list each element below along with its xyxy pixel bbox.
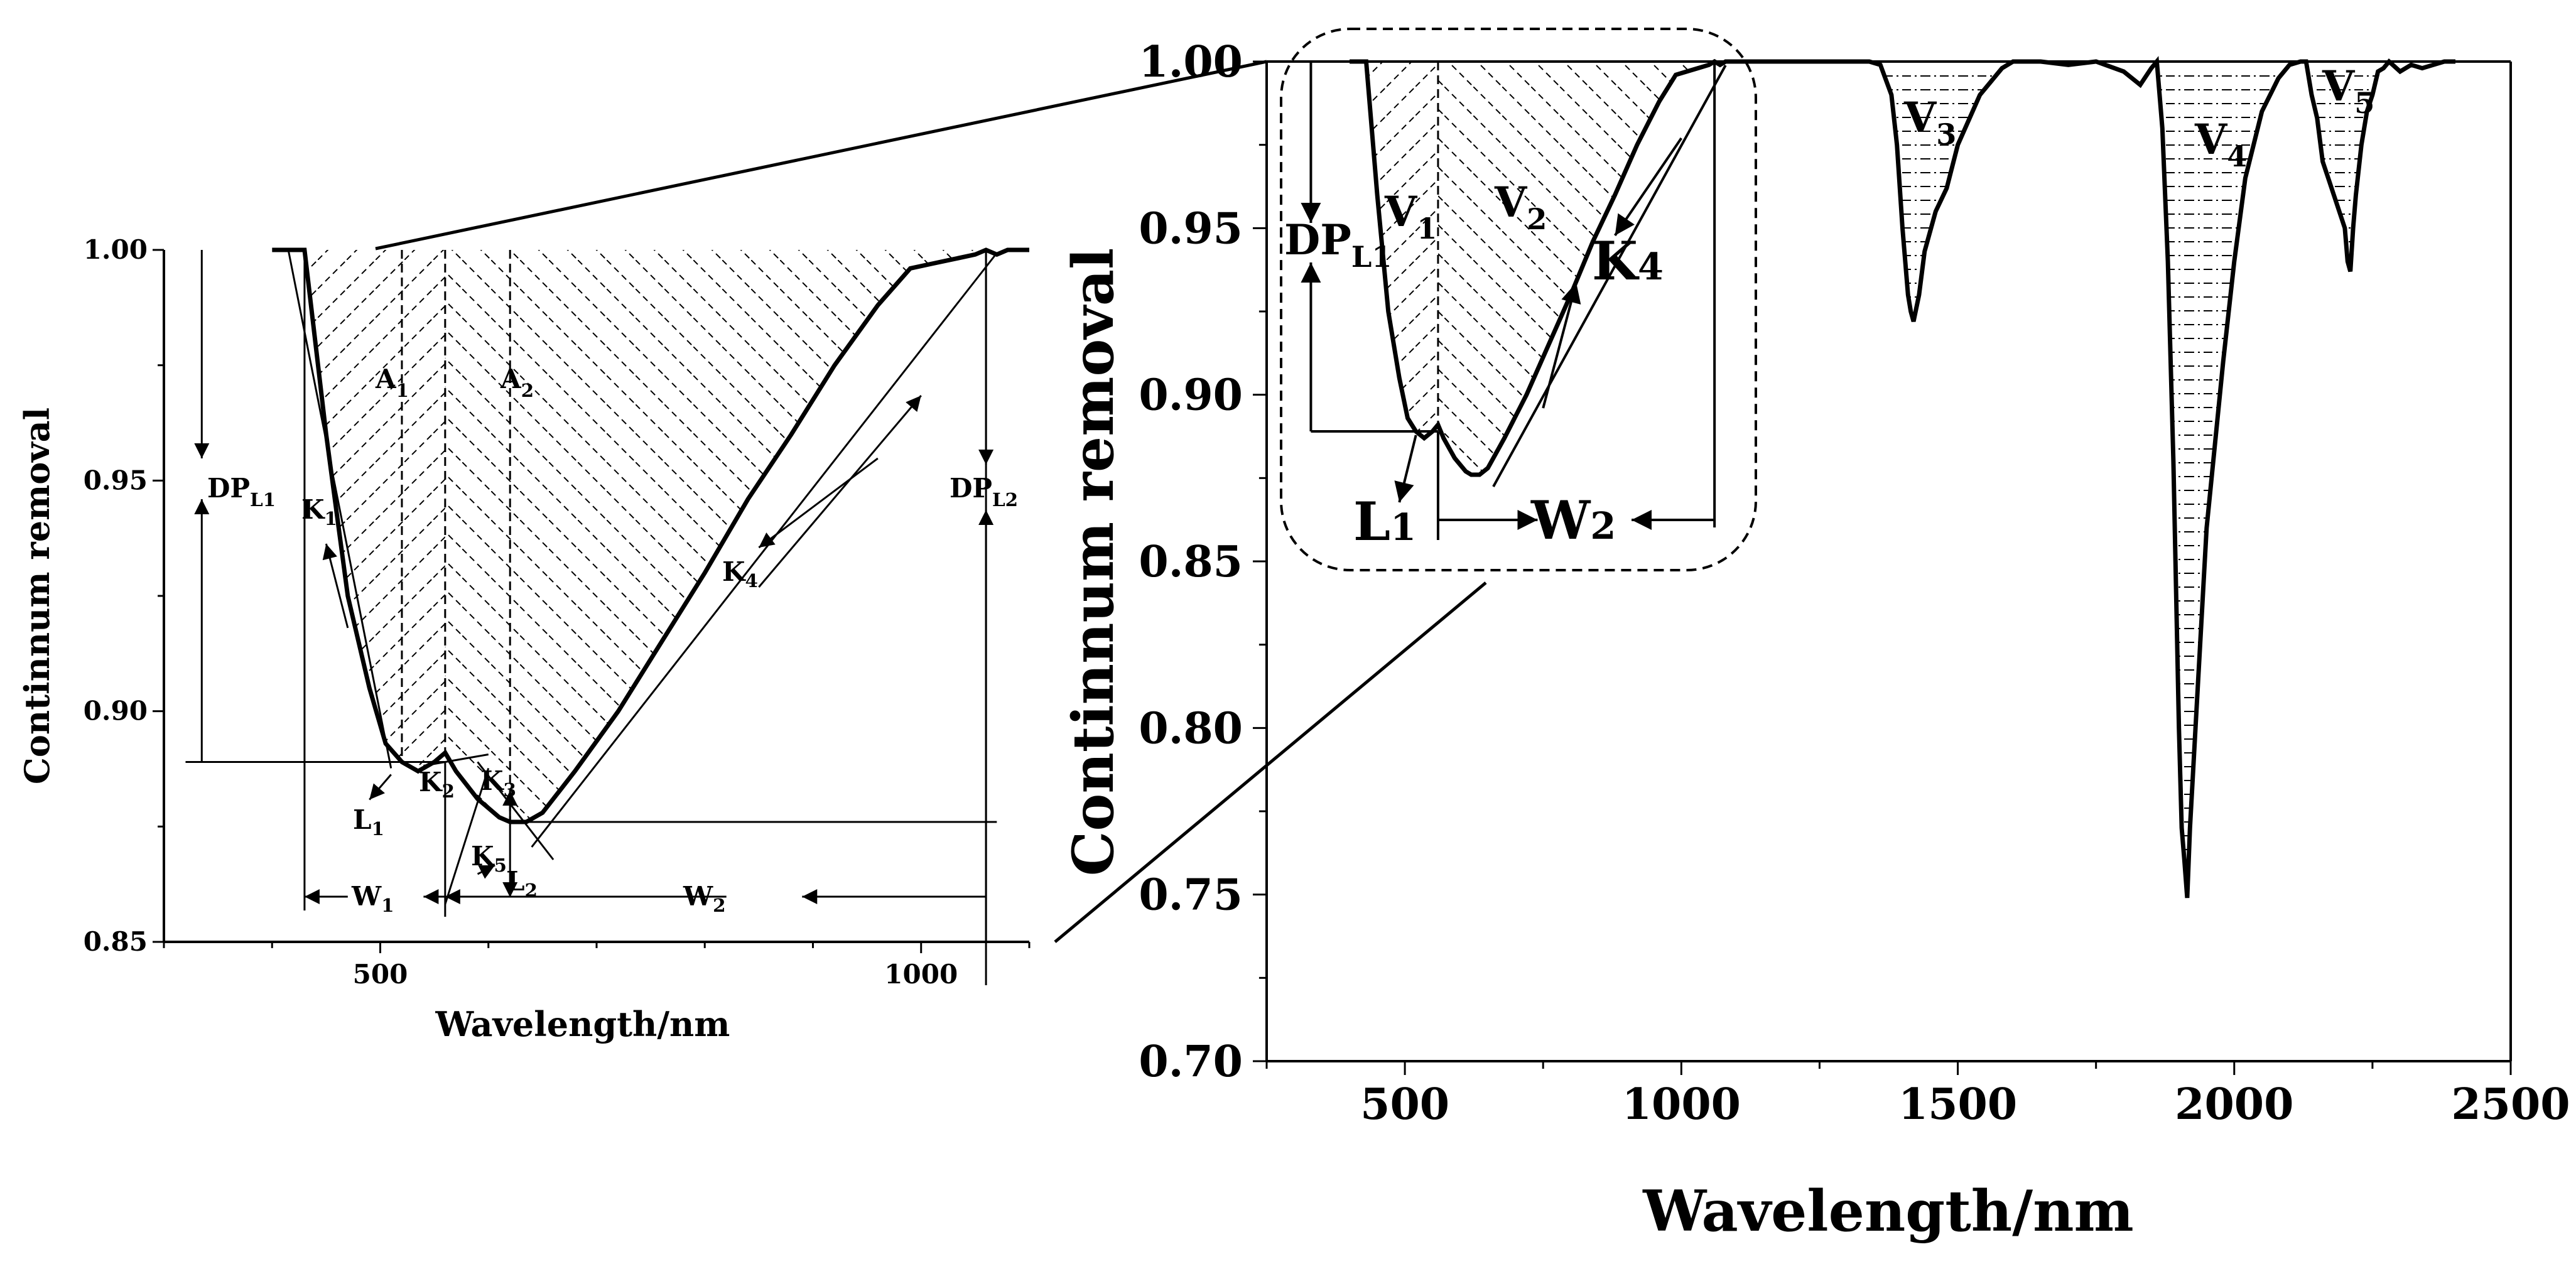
label-dp-l1-full: DPL1 bbox=[1284, 215, 1392, 274]
feature-v4-fill bbox=[2157, 62, 2307, 898]
zoom-connector-top bbox=[375, 60, 1267, 251]
k1-arrow bbox=[322, 543, 349, 629]
label-v5: V5 bbox=[2322, 62, 2374, 120]
l1-arrow-full bbox=[1394, 435, 1417, 503]
label-v3: V3 bbox=[1903, 93, 1956, 151]
k4-arrow-up bbox=[758, 395, 922, 588]
full-x-tick-label: 1000 bbox=[1622, 1079, 1741, 1130]
zoomed-x-axis-label: Wavelength/nm bbox=[435, 1004, 730, 1044]
full-spectrum-annotations bbox=[1301, 62, 1727, 540]
k1-tangent bbox=[287, 249, 392, 769]
zoomed-y-tick-label: 0.85 bbox=[84, 926, 148, 957]
zoomed-y-axis-label: Continnum removal bbox=[17, 408, 57, 784]
full-x-tick-label: 1500 bbox=[1898, 1079, 2017, 1130]
label-l1-full: L1 bbox=[1353, 490, 1416, 553]
full-y-tick-label: 0.80 bbox=[1139, 703, 1243, 754]
absorption-area-fills bbox=[304, 250, 987, 822]
zoomed-x-tick-label: 500 bbox=[353, 959, 408, 990]
label-dp-l1: DPL1 bbox=[207, 473, 276, 510]
label-k5: K5 bbox=[471, 841, 507, 876]
k4-arrow-up-full bbox=[1542, 282, 1581, 409]
full-spectrum-chart: 500 1000 1500 2000 2500 0.70 0.75 0.80 0.85 0.90 0… bbox=[1060, 28, 2570, 1245]
label-l1: L1 bbox=[353, 804, 384, 840]
label-a2: A2 bbox=[500, 364, 534, 401]
full-y-axis-label: Continnum removal bbox=[1060, 248, 1127, 876]
l1-arrow bbox=[369, 774, 392, 801]
label-w1: W1 bbox=[351, 881, 394, 916]
zoom-region-box bbox=[1280, 28, 1757, 571]
label-v2: V2 bbox=[1494, 178, 1547, 236]
k2-tangent bbox=[423, 754, 489, 767]
full-y-tick-label: 1.00 bbox=[1139, 37, 1243, 87]
full-x-tick-label: 500 bbox=[1360, 1079, 1449, 1130]
zoomed-chart: 500 1000 0.85 0.90 0.95 1.00 Wavelength/nm Co… bbox=[17, 234, 1031, 1044]
area-divider-lines bbox=[401, 250, 511, 822]
area-a1-fill bbox=[304, 250, 445, 772]
label-w2-full: W2 bbox=[1530, 489, 1616, 551]
area-a2-fill bbox=[445, 250, 987, 822]
feature-v2-fill bbox=[1437, 62, 1715, 475]
label-w2: W2 bbox=[683, 881, 726, 916]
k3-tangent bbox=[477, 761, 555, 860]
label-k1: K1 bbox=[301, 494, 337, 529]
zoomed-y-tick-label: 0.95 bbox=[84, 465, 148, 495]
label-k4-full: K4 bbox=[1592, 230, 1664, 292]
k4-arrow-down-full bbox=[1614, 137, 1682, 237]
full-y-tick-label: 0.90 bbox=[1139, 370, 1243, 421]
feature-v1-fill bbox=[1366, 62, 1438, 438]
spectrum-curve-full bbox=[1350, 56, 2455, 899]
k4-arrow-down bbox=[758, 457, 879, 549]
full-x-tick-label: 2000 bbox=[2175, 1079, 2293, 1130]
k5-tangent bbox=[444, 768, 490, 905]
full-y-tick-label: 0.85 bbox=[1139, 537, 1243, 587]
label-a1: A1 bbox=[375, 364, 409, 401]
full-y-tick-label: 0.95 bbox=[1139, 203, 1243, 254]
spectrum-curve bbox=[272, 247, 1029, 824]
k5-arrow bbox=[477, 864, 495, 879]
label-v4: V4 bbox=[2194, 115, 2247, 173]
label-k3: K3 bbox=[480, 765, 516, 801]
full-y-tick-label: 0.75 bbox=[1139, 870, 1243, 921]
label-dp-l2: DPL2 bbox=[950, 473, 1018, 510]
full-x-axis-label: Wavelength/nm bbox=[1642, 1178, 2133, 1245]
label-l2: L2 bbox=[506, 866, 538, 901]
k4-tangent bbox=[531, 252, 998, 848]
full-spectrum-axes: 500 1000 1500 2000 2500 0.70 0.75 0.80 0.85 0.90 0… bbox=[1139, 37, 2570, 1130]
zoomed-y-tick-label: 0.90 bbox=[84, 696, 148, 727]
zoom-connector-bottom bbox=[1054, 581, 1487, 943]
zoomed-y-tick-label: 1.00 bbox=[84, 234, 148, 265]
label-k2: K2 bbox=[419, 767, 455, 802]
label-k4: K4 bbox=[722, 556, 758, 591]
zoomed-x-tick-label: 1000 bbox=[884, 959, 958, 990]
full-y-tick-label: 0.70 bbox=[1139, 1037, 1243, 1087]
zoomed-annotations bbox=[185, 249, 998, 985]
full-x-tick-label: 2500 bbox=[2451, 1079, 2570, 1130]
zoomed-axes: 500 1000 0.85 0.90 0.95 1.00 bbox=[84, 234, 1031, 990]
feature-v5-fill bbox=[2312, 62, 2378, 272]
k4-tangent-full bbox=[1492, 65, 1727, 487]
label-v1: V1 bbox=[1384, 187, 1437, 246]
